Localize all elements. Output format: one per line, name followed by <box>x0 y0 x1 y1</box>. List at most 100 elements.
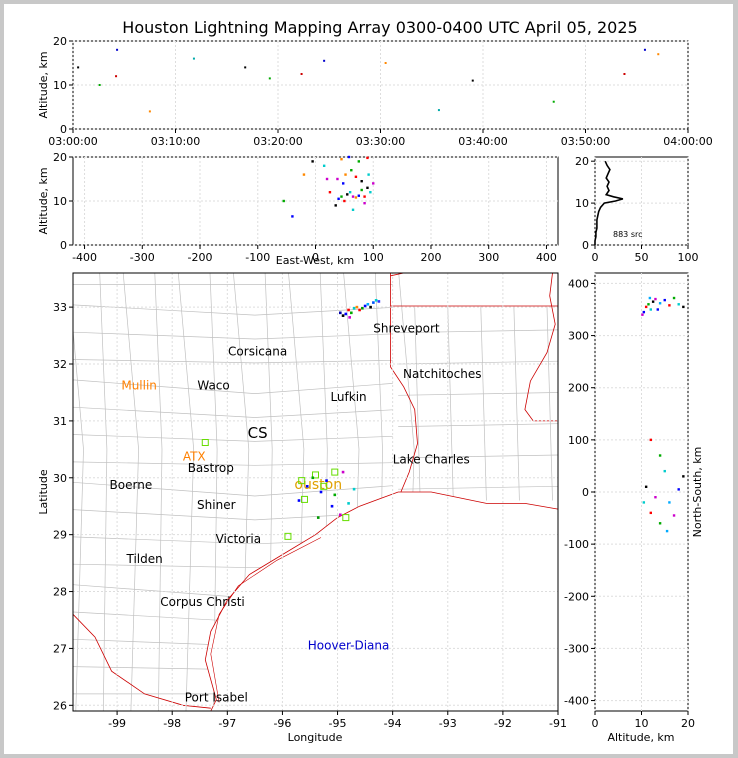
north-south-point <box>651 300 655 303</box>
histogram-y-tick-label: 10 <box>575 197 589 210</box>
east-west-point <box>342 182 345 185</box>
east-west-point <box>291 215 294 218</box>
east-west-point <box>322 164 326 167</box>
city-label: Hoover-Diana <box>308 639 390 653</box>
time-altitude-point <box>657 53 660 56</box>
plan-view-point <box>363 304 367 308</box>
city-label: Shiner <box>197 498 236 512</box>
north-south-point <box>658 522 662 525</box>
altitude-x-tick-label: 0 <box>592 717 599 730</box>
east-west-point <box>311 160 314 163</box>
east-west-point <box>363 195 366 198</box>
time-axis-tick-label: 04:00:00 <box>663 135 712 148</box>
city-label: Port Isabel <box>185 690 248 704</box>
plan-view-point <box>352 306 356 310</box>
east-west-point <box>366 186 369 189</box>
north-south-point <box>677 488 680 491</box>
longitude-tick-label: -99 <box>108 717 126 730</box>
east-west-point <box>325 177 329 181</box>
longitude-tick-label: -95 <box>329 717 347 730</box>
longitude-tick-label: -92 <box>494 717 512 730</box>
east-west-point <box>334 204 337 207</box>
north-south-point <box>648 296 652 300</box>
longitude-tick-label: -97 <box>218 717 236 730</box>
histogram-y-tick-label: 0 <box>582 239 589 252</box>
mexico-border <box>72 614 211 709</box>
east-west-point <box>337 197 340 200</box>
plan-view-point <box>372 301 375 304</box>
latitude-tick-label: 32 <box>53 358 67 371</box>
east-west-point <box>357 194 361 197</box>
plan-view-ylabel: Latitude <box>37 469 50 515</box>
east-west-point <box>363 202 366 205</box>
north-south-point <box>642 501 646 504</box>
altitude-x-tick-label: 20 <box>681 717 695 730</box>
east-west-point <box>328 191 332 194</box>
north-south-point <box>672 514 676 517</box>
plan-view-point <box>350 311 353 315</box>
east-west-x-tick-label: 400 <box>536 251 557 264</box>
north-south-point <box>677 303 680 306</box>
histogram-x-tick-label: 0 <box>592 251 599 264</box>
east-west-altitude-panel: -400 -300 -200 -100 0 100 200 300 400 0 10 20 Altit… <box>37 151 559 267</box>
lma-station-marker <box>342 514 350 522</box>
time-altitude-y-tick-label: 0 <box>60 123 67 136</box>
north-south-point <box>663 298 666 302</box>
city-label: Natchitoches <box>403 367 481 381</box>
plan-view-panel: Shreveport Corsicana Natchitoches Mullin Wac… <box>37 272 567 744</box>
east-west-point <box>346 193 349 196</box>
altitude-histogram-line <box>594 160 624 245</box>
north-south-point <box>644 485 648 488</box>
longitude-tick-label: -98 <box>163 717 181 730</box>
north-south-y-tick-label: 400 <box>568 277 589 290</box>
time-altitude-point <box>116 48 119 51</box>
east-west-point <box>340 195 343 198</box>
north-south-point <box>641 313 644 316</box>
city-label: Mullin <box>121 379 157 393</box>
longitude-tick-label: -96 <box>273 717 291 730</box>
east-west-point <box>351 208 355 211</box>
plan-view-point <box>316 516 320 519</box>
north-south-point <box>644 305 648 309</box>
east-west-x-tick-label: 0 <box>312 251 319 264</box>
time-altitude-point <box>384 62 387 64</box>
east-west-point <box>344 173 347 176</box>
histogram-x-tick-label: 100 <box>678 251 699 264</box>
chart-title: Houston Lightning Mapping Array 0300-040… <box>122 18 637 37</box>
east-west-point <box>336 177 339 181</box>
figure: Houston Lightning Mapping Array 0300-040… <box>4 4 733 754</box>
lma-station-marker <box>320 482 328 490</box>
east-west-point <box>354 175 358 178</box>
east-west-point <box>348 191 352 194</box>
time-altitude-point <box>115 75 118 78</box>
east-west-point <box>369 191 372 194</box>
north-south-point <box>665 529 669 533</box>
plan-view-point <box>341 470 345 474</box>
north-south-point <box>672 296 676 300</box>
east-west-point <box>351 195 355 198</box>
east-west-point <box>350 169 353 172</box>
plan-view-point <box>339 513 342 517</box>
time-axis-tick-label: 03:40:00 <box>458 135 507 148</box>
east-west-x-tick-label: 300 <box>478 251 499 264</box>
radar-label: CS <box>248 424 268 442</box>
north-south-point <box>668 304 671 307</box>
time-altitude-point <box>643 48 646 51</box>
north-south-point <box>656 308 659 311</box>
time-axis-tick-label: 03:50:00 <box>561 135 610 148</box>
plan-view-point <box>369 305 372 309</box>
north-south-y-tick-label: -200 <box>564 590 589 603</box>
altitude-north-south-ylabel: North-South, km <box>691 447 704 538</box>
plan-view-point <box>358 308 361 312</box>
time-altitude-point <box>437 109 440 112</box>
histogram-y-tick-label: 20 <box>575 155 589 168</box>
histogram-x-tick-label: 50 <box>635 251 649 264</box>
time-altitude-point <box>148 110 151 113</box>
plan-view-point <box>311 476 315 480</box>
north-south-point <box>647 303 650 306</box>
time-altitude-point <box>268 77 271 80</box>
time-axis-tick-label: 03:00:00 <box>48 135 97 148</box>
north-south-y-tick-label: -100 <box>564 538 589 551</box>
plan-view-point <box>333 493 337 497</box>
east-west-x-tick-label: 200 <box>420 251 441 264</box>
